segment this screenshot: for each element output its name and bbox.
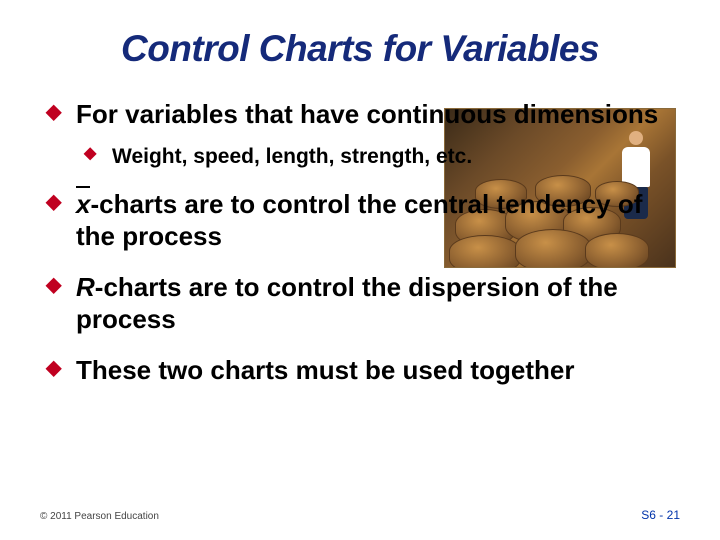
bullet-text: R-charts are to control the dispersion o… (76, 272, 618, 335)
slide-footer: © 2011 Pearson Education S6 - 21 (40, 508, 680, 522)
bullet-text: x-charts are to control the central tend… (76, 189, 642, 252)
sub-bullet-text: Weight, speed, length, strength, etc. (112, 145, 472, 168)
bullet-item: x-charts are to control the central tend… (40, 188, 680, 253)
bullet-text: These two charts must be used together (76, 355, 574, 385)
bullet-item: R-charts are to control the dispersion o… (40, 271, 680, 336)
sub-bullet-item: Weight, speed, length, strength, etc. (76, 143, 680, 170)
bullet-text: For variables that have continuous dimen… (76, 99, 658, 129)
copyright-text: © 2011 Pearson Education (40, 511, 159, 522)
bullet-item: For variables that have continuous dimen… (40, 98, 680, 170)
slide: Control Charts for Variables For variabl… (0, 0, 720, 540)
bullet-item: These two charts must be used together (40, 354, 680, 387)
sub-bullet-list: Weight, speed, length, strength, etc. (76, 143, 680, 170)
slide-title: Control Charts for Variables (40, 28, 680, 70)
page-number: S6 - 21 (641, 508, 680, 522)
bullet-list: For variables that have continuous dimen… (40, 98, 680, 386)
